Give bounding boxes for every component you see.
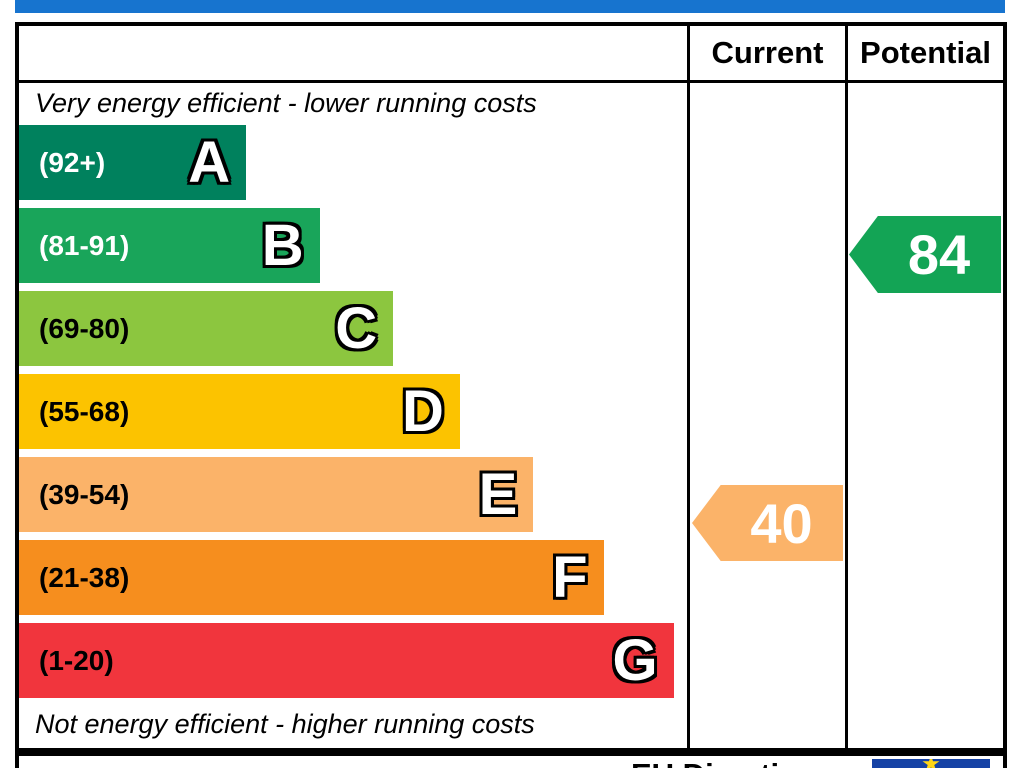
band-e: (39-54) E xyxy=(19,457,534,532)
footer-section: EU Directive ★ xyxy=(15,752,1007,768)
band-g: (1-20) G xyxy=(19,623,674,698)
band-f-letter: F xyxy=(552,545,588,610)
eu-flag-star-icon: ★ xyxy=(921,759,941,768)
band-g-letter: G xyxy=(612,628,658,693)
band-c: (69-80) C xyxy=(19,291,394,366)
band-d-range-label: (55-68) xyxy=(39,395,130,427)
table-header-row xyxy=(19,26,1003,83)
band-e-letter: E xyxy=(478,462,518,527)
bottom-note: Not energy efficient - higher running co… xyxy=(35,709,535,739)
current-rating-arrow: 40 xyxy=(692,485,843,561)
rating-table: Current Potential Very energy efficient … xyxy=(15,22,1007,752)
top-blue-bar xyxy=(15,0,1005,13)
eu-directive-label: EU Directive xyxy=(631,757,814,768)
band-f: (21-38) F xyxy=(19,540,604,615)
band-b-letter: B xyxy=(261,213,304,278)
rating-bands: (92+) A (81-91) B (69-80) C (55-68) D (3… xyxy=(19,125,687,706)
column-divider-current-potential xyxy=(845,26,848,748)
band-c-range-label: (69-80) xyxy=(39,312,130,344)
band-b-range-label: (81-91) xyxy=(39,229,130,261)
potential-rating-arrow: 84 xyxy=(849,216,1001,293)
column-header-current: Current xyxy=(711,35,824,70)
band-a-range-label: (92+) xyxy=(39,146,106,178)
column-divider-main-current xyxy=(687,26,690,748)
band-c-letter: C xyxy=(335,296,378,361)
band-g-range-label: (1-20) xyxy=(39,644,114,676)
band-e-range-label: (39-54) xyxy=(39,478,130,510)
band-d-letter: D xyxy=(401,379,444,444)
band-a: (92+) A xyxy=(19,125,247,200)
band-a-letter: A xyxy=(188,130,231,195)
band-d: (55-68) D xyxy=(19,374,460,449)
band-f-range-label: (21-38) xyxy=(39,561,130,593)
eu-flag-icon: ★ xyxy=(872,759,990,768)
band-b: (81-91) B xyxy=(19,208,320,283)
potential-rating-value: 84 xyxy=(907,223,971,286)
current-rating-value: 40 xyxy=(750,491,813,555)
top-note: Very energy efficient - lower running co… xyxy=(35,88,537,118)
column-header-potential: Potential xyxy=(860,35,991,70)
